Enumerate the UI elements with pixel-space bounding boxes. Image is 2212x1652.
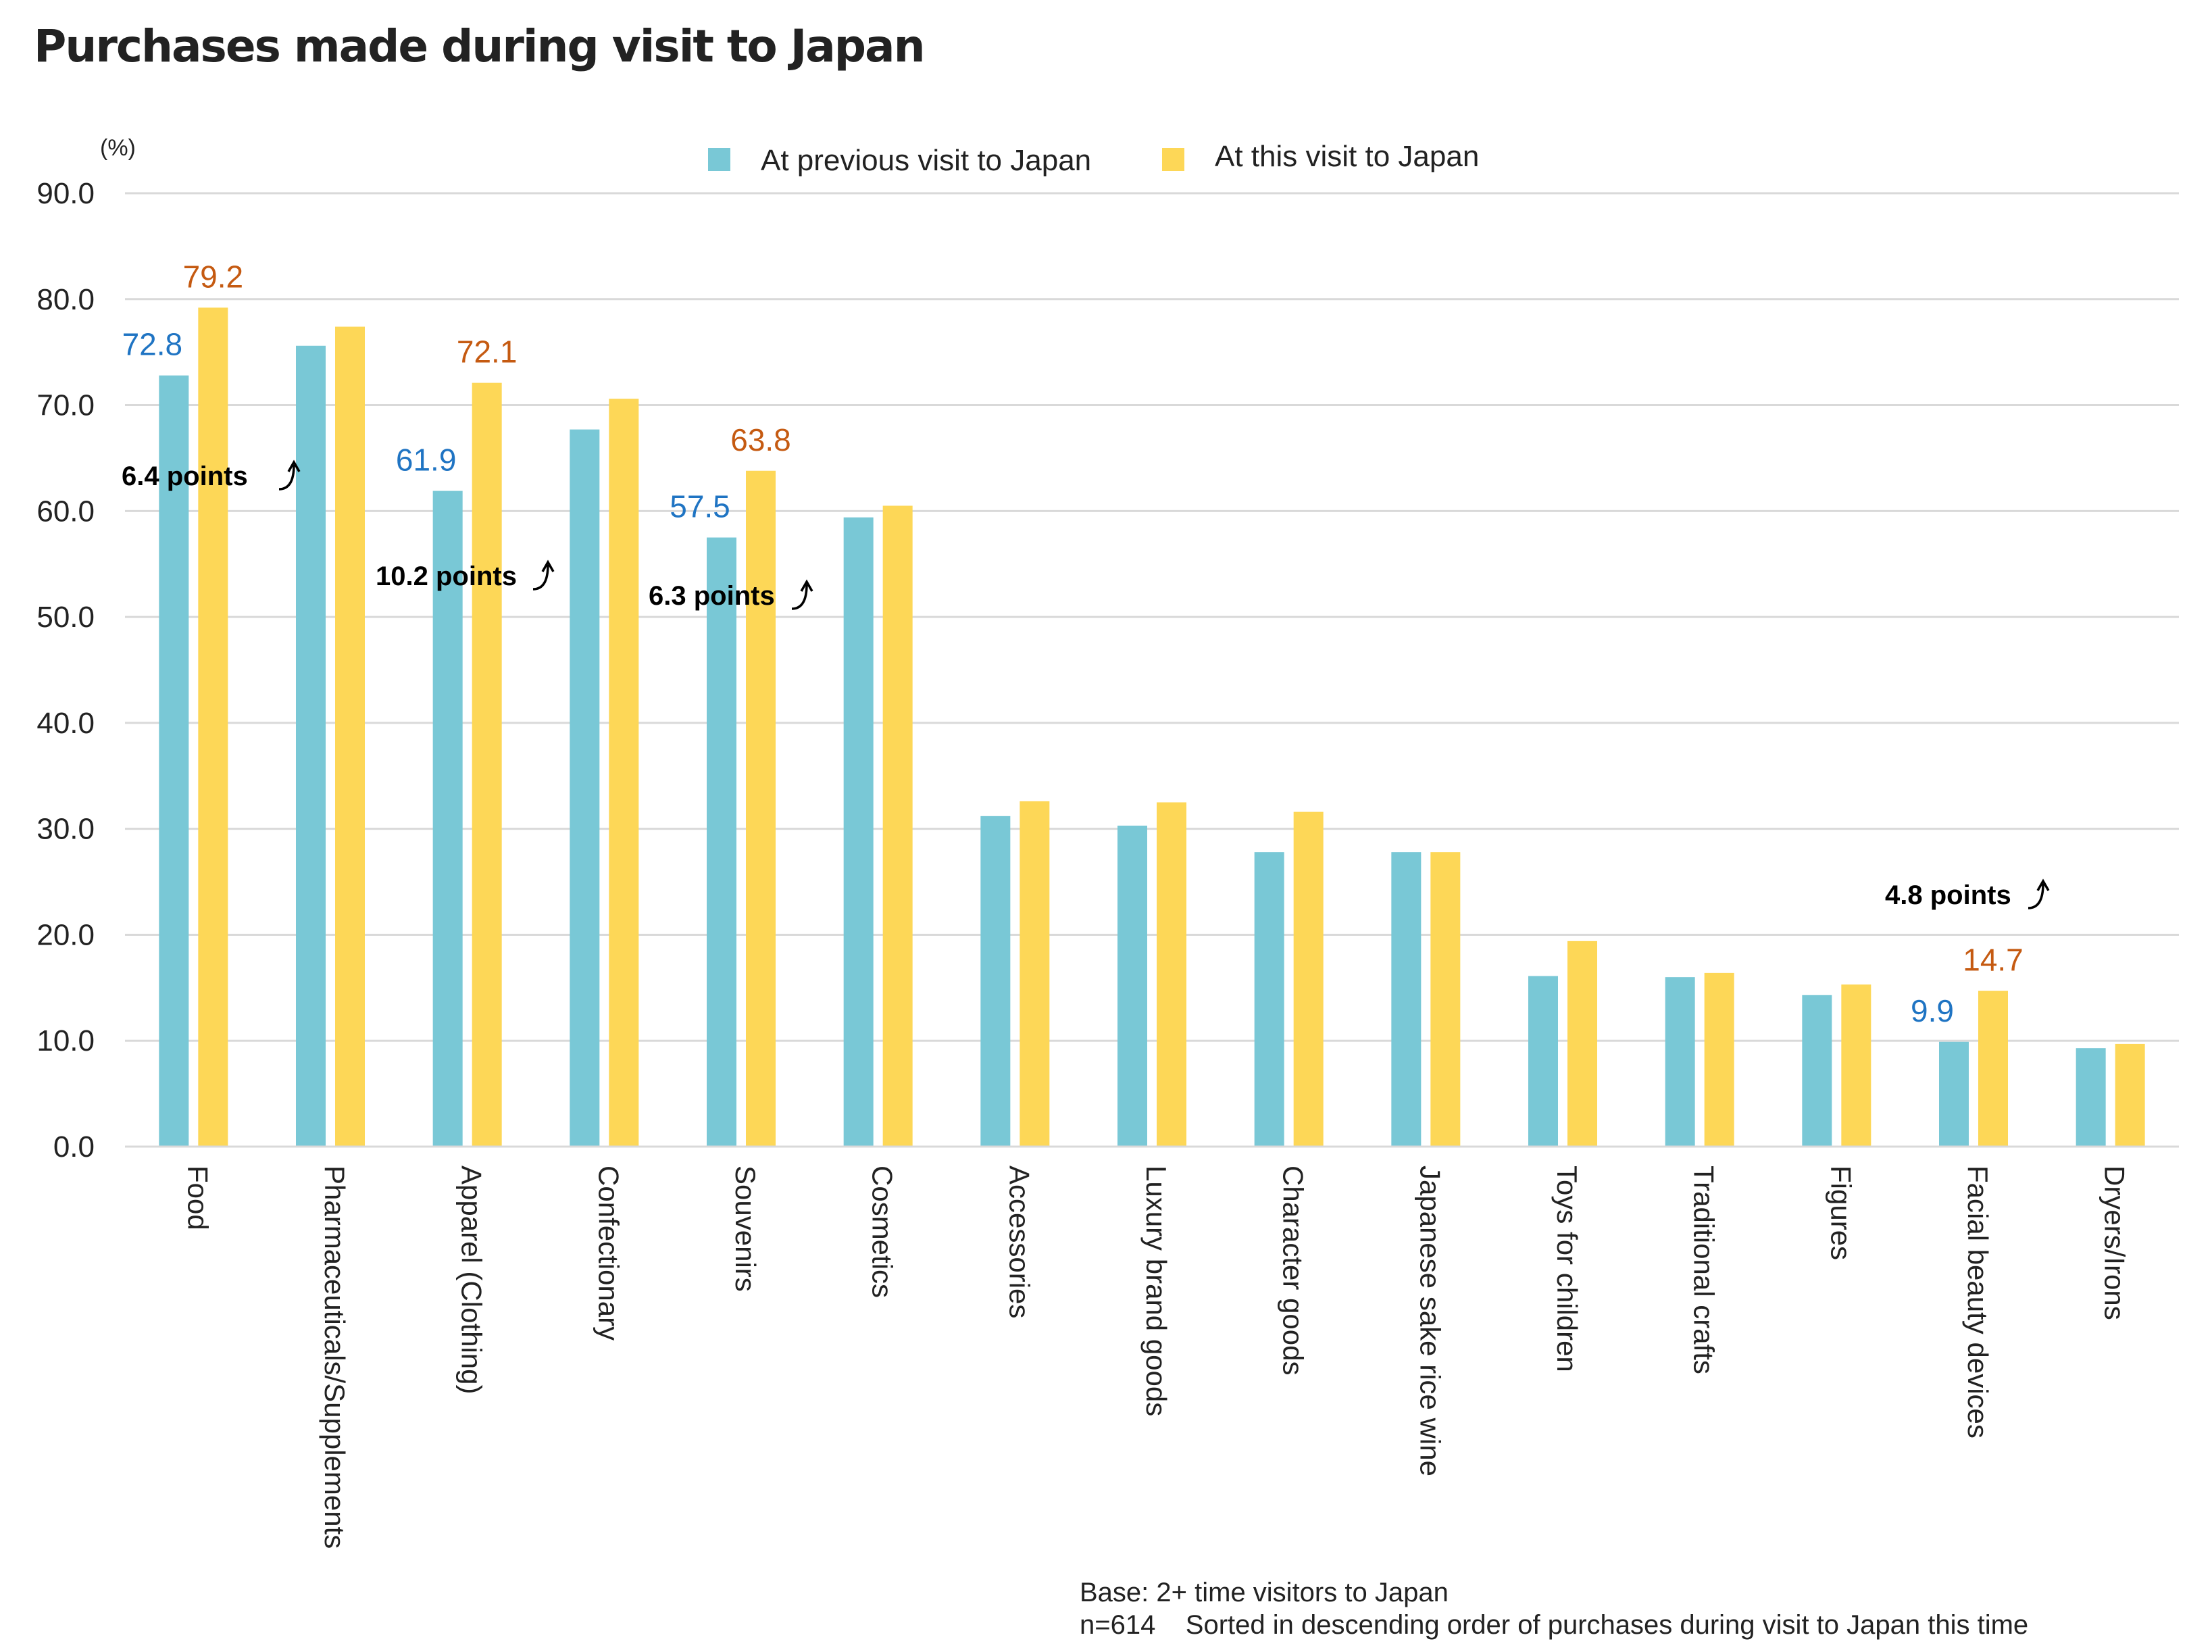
- y-tick-label: 70.0: [36, 389, 95, 422]
- x-tick-label: Figures: [1825, 1166, 1857, 1260]
- data-label: 57.5: [670, 489, 730, 524]
- bar: [1117, 825, 1147, 1147]
- x-tick-label: Character goods: [1278, 1166, 1309, 1376]
- bar: [980, 816, 1011, 1147]
- data-label: 9.9: [1911, 993, 1954, 1028]
- legend-swatch: [1162, 148, 1184, 171]
- x-tick-label: Dryers/Irons: [2099, 1166, 2131, 1320]
- y-tick-label: 10.0: [36, 1024, 95, 1057]
- arrow-head-icon: [800, 579, 813, 592]
- bars: [159, 307, 2145, 1147]
- up-arrow-icon: [791, 584, 808, 610]
- gridlines: [125, 192, 2179, 1148]
- bar: [1528, 976, 1558, 1147]
- x-tick-label: Facial beauty devices: [1962, 1166, 1994, 1438]
- data-label: 72.8: [122, 327, 183, 362]
- bar: [1841, 984, 1871, 1147]
- change-annotation: 4.8 points: [1885, 880, 2011, 910]
- chart-title: Purchases made during visit to Japan: [34, 20, 926, 72]
- change-annotation: 10.2 points: [376, 561, 517, 591]
- arrow-head-icon: [2036, 878, 2050, 891]
- bar: [432, 491, 463, 1147]
- data-label: 14.7: [1963, 943, 2024, 978]
- bar: [1567, 941, 1597, 1147]
- bar: [335, 326, 365, 1147]
- bar: [570, 429, 600, 1147]
- footnote: n=614 Sorted in descending order of purc…: [1080, 1610, 2028, 1640]
- x-tick-label: Food: [182, 1166, 213, 1230]
- y-tick-label: 0.0: [53, 1130, 95, 1163]
- bar: [1430, 852, 1461, 1147]
- bar: [609, 399, 639, 1147]
- bar: [2076, 1048, 2106, 1147]
- x-tick-label: Traditional crafts: [1688, 1166, 1720, 1374]
- y-unit-label: (%): [100, 135, 136, 161]
- bar: [1157, 802, 1186, 1147]
- x-tick-label: Souvenirs: [730, 1166, 761, 1292]
- bar: [1254, 852, 1284, 1147]
- legend-label: At previous visit to Japan: [761, 144, 1091, 177]
- bar: [472, 382, 502, 1147]
- legend: At previous visit to Japan At this visit …: [708, 140, 1479, 177]
- change-annotation: 6.3 points: [649, 581, 775, 611]
- up-arrow-icon: [2028, 883, 2044, 909]
- up-arrow-icon: [532, 564, 549, 591]
- bar: [1978, 991, 2008, 1147]
- y-axis: (%) 0.0 10.0 20.0 30.0 40.0 50.0 60.0 70.0 80.0 9…: [36, 135, 136, 1163]
- bar: [1293, 811, 1324, 1147]
- x-tick-label: Pharmaceuticals/Supplements: [319, 1166, 351, 1549]
- bar: [1391, 852, 1422, 1147]
- footnotes: Base: 2+ time visitors to Japan n=614 Sor…: [1080, 1578, 2028, 1640]
- x-tick-label: Apparel (Clothing): [456, 1166, 488, 1395]
- arrow-head-icon: [541, 559, 555, 572]
- bar: [1020, 801, 1050, 1147]
- bar: [707, 537, 736, 1147]
- data-label: 72.1: [457, 334, 518, 370]
- bar: [296, 345, 326, 1147]
- legend-swatch: [708, 148, 730, 171]
- bar: [1939, 1041, 1969, 1147]
- y-tick-label: 20.0: [36, 918, 95, 951]
- up-arrow-icon: [278, 464, 295, 491]
- y-tick-label: 80.0: [36, 283, 95, 316]
- y-tick-label: 40.0: [36, 707, 95, 740]
- bar: [1704, 972, 1734, 1147]
- change-annotation: 6.4 points: [122, 461, 248, 491]
- y-tick-label: 90.0: [36, 177, 95, 210]
- x-tick-label: Japanese sake rice wine: [1414, 1166, 1446, 1476]
- legend-label: At this visit to Japan: [1215, 140, 1479, 173]
- data-label: 79.2: [183, 259, 244, 294]
- bar: [746, 470, 776, 1147]
- x-tick-label: Toys for children: [1551, 1166, 1583, 1372]
- x-tick-label: Accessories: [1003, 1166, 1035, 1318]
- x-tick-label: Cosmetics: [867, 1166, 899, 1298]
- bar: [882, 505, 913, 1147]
- bar: [1802, 995, 1832, 1147]
- x-tick-label: Confectionary: [593, 1166, 624, 1341]
- y-tick-label: 30.0: [36, 813, 95, 846]
- bar: [198, 307, 228, 1147]
- bar: [2115, 1043, 2145, 1147]
- data-labels: 72.879.2 61.9 72.1 57.563.8 9.9 14.7: [122, 259, 2024, 1028]
- footnote: Base: 2+ time visitors to Japan: [1080, 1578, 1449, 1607]
- x-tick-label: Luxury brand goods: [1140, 1166, 1172, 1416]
- data-label: 61.9: [396, 443, 457, 478]
- bar: [1665, 977, 1695, 1147]
- annotations: 6.4 points 10.2 points 6.3 points 4.8 point…: [122, 459, 2050, 910]
- data-label: 63.8: [730, 422, 791, 457]
- arrow-head-icon: [287, 459, 301, 472]
- bar: [159, 375, 189, 1147]
- y-tick-label: 60.0: [36, 495, 95, 528]
- x-axis: Food Pharmaceuticals/Supplements Apparel (…: [125, 1145, 2179, 1549]
- y-tick-label: 50.0: [36, 601, 95, 634]
- bar: [843, 517, 874, 1147]
